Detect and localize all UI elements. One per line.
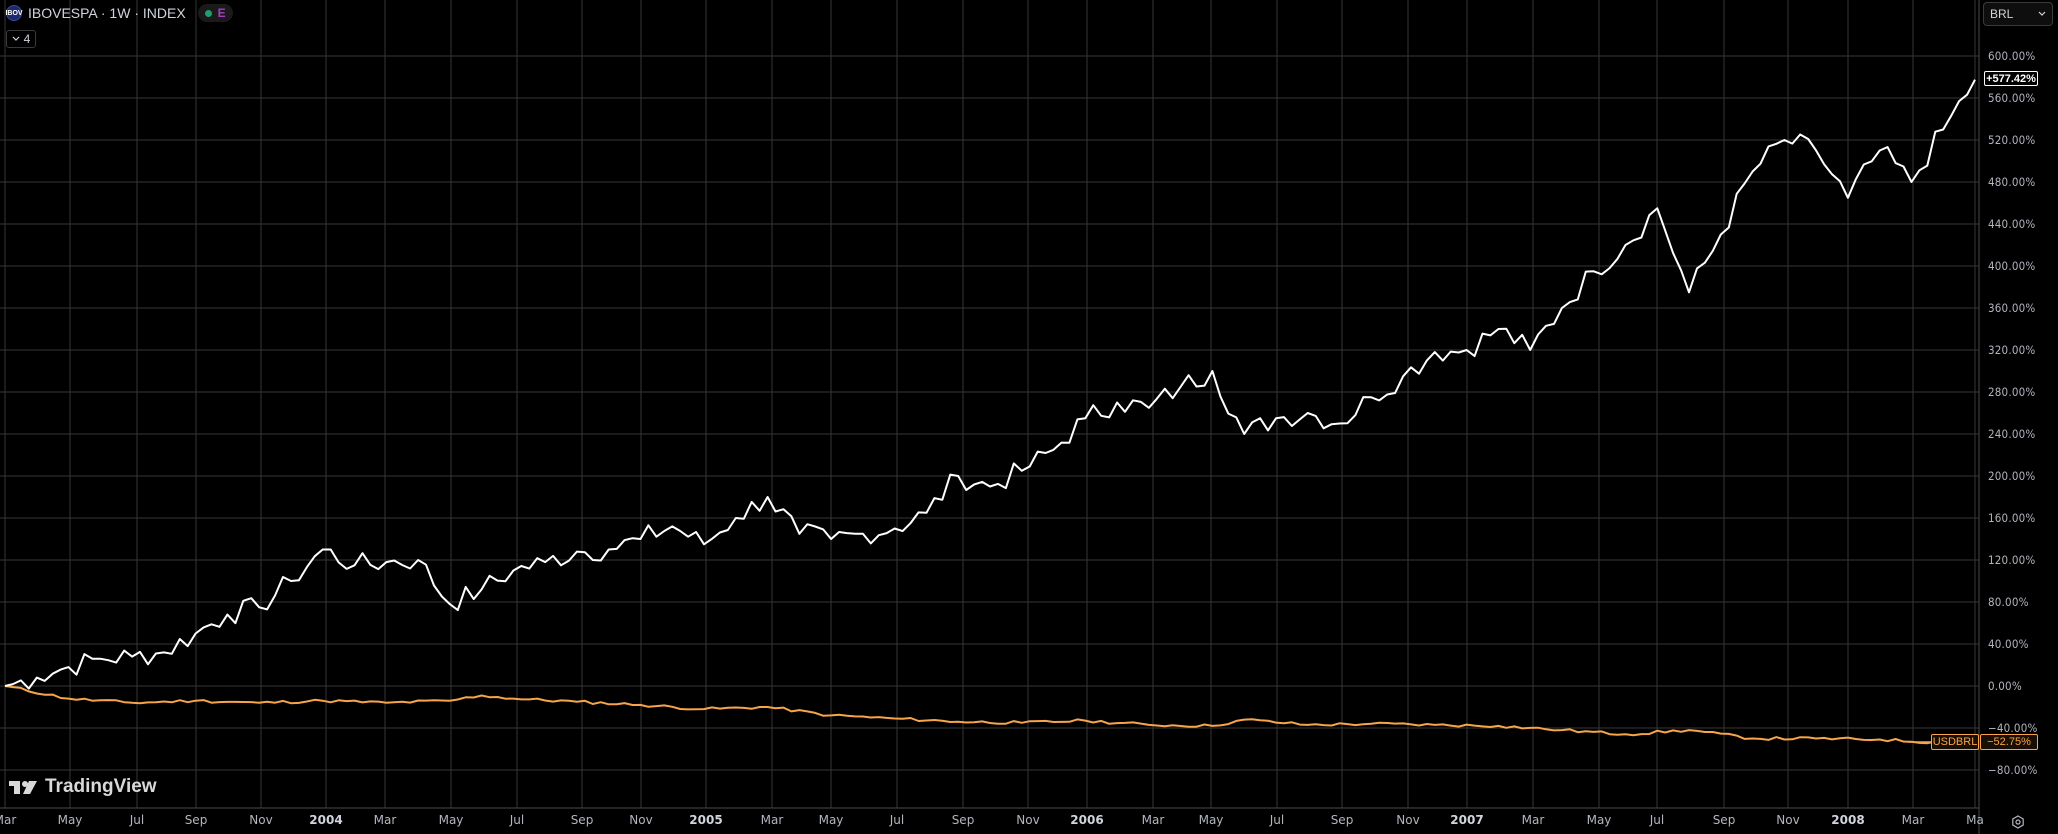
time-axis-label: Nov (1776, 813, 1800, 827)
price-axis-label: 560.00% (1988, 91, 2036, 105)
price-axis-label: 520.00% (1988, 133, 2036, 147)
time-axis-label: Mar (1521, 813, 1545, 827)
chevron-down-icon (2038, 11, 2046, 16)
collapse-indicators-button[interactable]: 4 (6, 30, 36, 48)
time-axis-label: 2004 (309, 813, 343, 827)
indicator-count: 4 (23, 32, 31, 46)
price-axis-label: −40.00% (1988, 721, 2038, 735)
time-axis-label: Sep (184, 813, 208, 827)
price-axis-label: 440.00% (1988, 217, 2036, 231)
time-axis-label: May (1586, 813, 1612, 827)
price-axis-label: 280.00% (1988, 385, 2036, 399)
price-axis-label: 0.00% (1988, 679, 2022, 693)
time-axis-label: Nov (629, 813, 653, 827)
chart-settings-button[interactable] (2010, 814, 2026, 830)
earnings-badge[interactable]: E (217, 6, 226, 20)
time-axis-label: Nov (1016, 813, 1040, 827)
time-axis-label: Jul (509, 813, 525, 827)
market-open-dot-icon (204, 9, 212, 17)
settings-gear-icon (2012, 815, 2024, 829)
tradingview-logo-icon (9, 781, 37, 794)
ibovespa-series-line[interactable] (4, 79, 1976, 690)
currency-value: BRL (1990, 7, 2014, 21)
time-axis-label: Nov (1396, 813, 1420, 827)
price-axis-label: 400.00% (1988, 259, 2036, 273)
time-axis-label: Mar (0, 813, 17, 827)
price-axis-label: 600.00% (1988, 49, 2036, 63)
time-axis-label: Nov (249, 813, 273, 827)
time-axis-label: Ma (1966, 813, 1984, 827)
price-axis-label: 200.00% (1988, 469, 2036, 483)
usdbrl-name-tag: USDBRL (1931, 734, 1979, 750)
time-axis-label: May (57, 813, 83, 827)
time-axis-label: Sep (1712, 813, 1736, 827)
price-axis-label: 40.00% (1988, 637, 2029, 651)
time-axis-label: Mar (1141, 813, 1165, 827)
time-axis-label: Jul (129, 813, 145, 827)
series-legend[interactable]: IBOV IBOVESPA · 1W · INDEX E (5, 4, 233, 22)
price-axis-label: 360.00% (1988, 301, 2036, 315)
ibovespa-last-value-tag: +577.42% (1984, 71, 2038, 86)
time-axis-label: May (818, 813, 844, 827)
price-axis-label: 320.00% (1988, 343, 2036, 357)
time-axis-label: Sep (570, 813, 594, 827)
chevron-down-icon (12, 36, 20, 41)
tradingview-logo-text: TradingView (45, 776, 157, 797)
price-axis-label: 480.00% (1988, 175, 2036, 189)
time-axis-label: Mar (760, 813, 784, 827)
time-axis-label: 2006 (1070, 813, 1104, 827)
grid-lines (0, 0, 1979, 808)
time-axis-label: Mar (1901, 813, 1925, 827)
tradingview-logo[interactable]: TradingView (9, 776, 157, 798)
price-axis-label: 80.00% (1988, 595, 2029, 609)
time-axis-label: Mar (373, 813, 397, 827)
symbol-logo-icon: IBOV (5, 5, 23, 21)
price-axis-label: 240.00% (1988, 427, 2036, 441)
price-axis-label: 120.00% (1988, 553, 2036, 567)
time-axis-label: 2008 (1831, 813, 1865, 827)
time-axis-label: Jul (1269, 813, 1285, 827)
time-axis-label: Jul (1649, 813, 1665, 827)
usdbrl-series-line[interactable] (4, 685, 1976, 745)
time-axis-label: Sep (951, 813, 975, 827)
currency-selector[interactable]: BRL (1983, 2, 2053, 26)
price-axis-label: −80.00% (1988, 763, 2038, 777)
time-axis-label: Sep (1330, 813, 1354, 827)
usdbrl-last-value-tag: −52.75% (1980, 734, 2038, 750)
time-axis-label: 2005 (689, 813, 723, 827)
time-axis-label: May (438, 813, 464, 827)
symbol-title[interactable]: IBOVESPA · 1W · INDEX (28, 5, 186, 21)
market-status-pill[interactable]: E (197, 4, 233, 22)
time-axis-label: Jul (889, 813, 905, 827)
time-axis-label: May (1198, 813, 1224, 827)
time-axis-label: 2007 (1450, 813, 1484, 827)
price-axis-label: 160.00% (1988, 511, 2036, 525)
